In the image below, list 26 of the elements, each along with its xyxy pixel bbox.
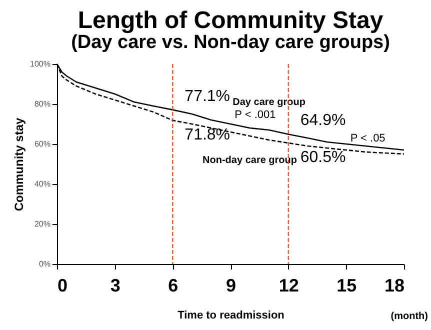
data-label: 60.5% [300,149,346,166]
y-tick-label: 40% [34,180,50,188]
y-axis-title: Community stay [12,118,26,212]
y-tick-label: 80% [34,100,50,108]
x-tick-label: 9 [226,276,236,296]
series-label: Non-day care group [202,155,298,166]
data-label: 77.1% [184,88,230,105]
x-tick-label: 6 [168,276,178,296]
y-tick-label: 100% [30,60,50,68]
x-tick-label: 15 [336,276,357,296]
x-axis-title: Time to readmission [178,310,285,322]
text: (month) [390,311,428,322]
annotation: P < .001 [234,109,276,122]
y-tick-label: 20% [34,220,50,228]
x-tick-label: 0 [58,276,68,296]
annotation: P < .05 [350,132,386,145]
x-tick-label: 3 [110,276,120,296]
x-tick-label: 18 [384,276,404,296]
data-label: 71.8% [184,126,230,144]
chart-subtitle: (Day care vs. Non-day care groups) [71,32,390,53]
y-tick-label: 0% [38,260,50,268]
series-label: Day care group [232,97,306,108]
chart-title: Length of Community Stay [78,7,384,34]
data-label: 64.9% [300,112,346,130]
x-tick-label: 12 [278,276,299,296]
y-tick-label: 60% [34,140,50,148]
